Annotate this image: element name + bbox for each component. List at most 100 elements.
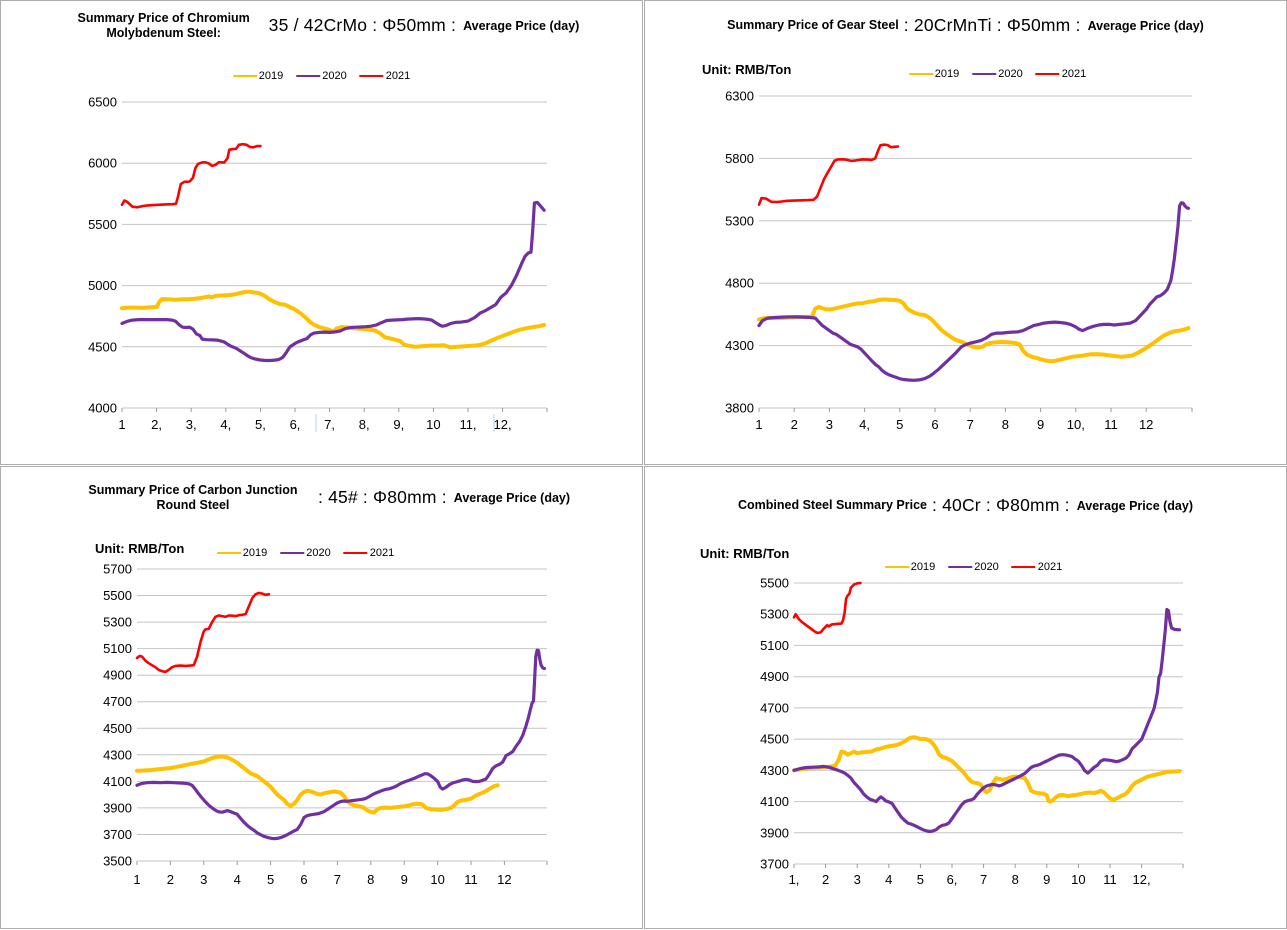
x-tick-label: 1 [118, 417, 125, 432]
x-tick-label: 11 [1103, 872, 1117, 887]
y-tick-label: 6000 [88, 156, 117, 171]
y-tick-label: 4500 [760, 732, 789, 747]
x-tick-label: 6, [290, 417, 301, 432]
x-tick-label: 12, [494, 417, 512, 432]
legend-item-2019: 2019 [216, 547, 268, 559]
unit-label: Unit: RMB/Ton [702, 62, 792, 77]
legend-item-2021: 2021 [343, 547, 395, 559]
y-tick-label: 5300 [725, 213, 754, 228]
x-tick-label: 8 [367, 872, 374, 887]
legend-item-2020: 2020 [948, 561, 999, 573]
y-tick-label: 4900 [760, 669, 789, 684]
chart-title-product: : 20CrMnTi : Φ50mm : [903, 15, 1081, 35]
legend-label: 2021 [1061, 68, 1087, 80]
y-tick-label: 3500 [103, 854, 132, 869]
legend-item-2019: 2019 [908, 68, 960, 80]
legend-item-2020: 2020 [280, 547, 331, 559]
x-tick-label: 7 [980, 872, 987, 887]
unit-label: Unit: RMB/Ton [95, 541, 185, 556]
y-tick-label: 4500 [103, 721, 132, 736]
x-tick-label: 8 [1002, 417, 1009, 432]
y-tick-label: 5500 [760, 576, 789, 591]
y-tick-label: 4700 [103, 694, 132, 709]
plot-area-combined-steel: 5500 5300 5100 4900 4700 4500 4300 4100 3900 3700… [760, 576, 1184, 887]
x-tick-label: 11 [464, 872, 478, 887]
y-tick-label: 5700 [103, 562, 132, 577]
x-tick-label: 9 [1043, 872, 1050, 887]
legend-swatch-2019 [884, 566, 909, 568]
legend-item-2021: 2021 [1011, 561, 1063, 573]
legend-item-2019: 2019 [884, 561, 936, 573]
legend-swatch-2019 [216, 552, 241, 554]
legend-label: 2021 [1037, 561, 1063, 573]
y-tick-label: 4300 [760, 763, 789, 778]
x-tick-label: 5, [255, 417, 266, 432]
series-line-2021 [792, 581, 862, 635]
y-tick-label: 5000 [88, 278, 117, 293]
y-tick-label: 3800 [725, 401, 754, 416]
y-tick-label: 4500 [88, 339, 117, 354]
x-tick-label: 12 [497, 872, 511, 887]
x-tick-label: 2 [167, 872, 174, 887]
series-line-2019 [135, 754, 500, 815]
legend-swatch-2020 [948, 566, 973, 568]
x-tick-label: 1 [133, 872, 140, 887]
y-tick-label: 5100 [760, 638, 789, 653]
legend-label: 2019 [934, 68, 960, 80]
chart-title-product: : 45# : Φ80mm : [317, 487, 447, 508]
x-tick-label: 11 [1104, 417, 1118, 432]
x-tick-label: 4 [885, 872, 892, 887]
series-line-2019 [757, 297, 1191, 364]
chart-title-suffix: Average Price (day) [453, 490, 571, 505]
x-tick-label: 3 [200, 872, 207, 887]
series-line-2020 [135, 648, 547, 841]
x-tick-label: 11, [459, 417, 476, 432]
chart-panel-chromium-molybdenum: Summary Price of Chromium Molybdenum Ste… [0, 0, 643, 465]
legend-swatch-2020 [296, 75, 321, 77]
chart-title-suffix: Average Price (day) [1076, 498, 1193, 513]
y-tick-label: 6500 [88, 95, 117, 110]
x-tick-label: 9, [393, 417, 404, 432]
series-line-2019 [120, 289, 547, 350]
series-line-2020 [757, 201, 1191, 382]
y-tick-label: 5100 [103, 641, 132, 656]
legend-label: 2020 [322, 70, 347, 82]
legend-label: 2019 [910, 561, 936, 573]
chart-title-prefix: Summary Price of Gear Steel [727, 18, 899, 33]
legend-label: 2020 [998, 68, 1023, 80]
chart-title: Combined Steel Summary Price : 40Cr : Φ8… [645, 495, 1286, 516]
legend: 2019 2020 2021 [216, 547, 395, 559]
chart-title-suffix: Average Price (day) [463, 18, 580, 33]
y-tick-label: 5500 [88, 217, 117, 232]
plot-area-carbon-round-steel: 5700 5500 5300 5100 4900 4700 4500 4300 4100 3900… [103, 562, 548, 887]
y-tick-label: 4000 [88, 401, 117, 416]
x-tick-label: 4 [234, 872, 241, 887]
x-tick-label: 5 [917, 872, 924, 887]
y-tick-label: 4300 [103, 747, 132, 762]
legend-label: 2019 [242, 547, 268, 559]
x-tick-label: 7 [967, 417, 974, 432]
y-tick-label: 3700 [103, 827, 132, 842]
legend-swatch-2019 [232, 75, 257, 77]
series-line-2021 [757, 143, 900, 206]
legend-swatch-2021 [359, 75, 384, 77]
x-tick-label: 4, [220, 417, 231, 432]
series-line-2021 [135, 591, 271, 674]
x-tick-label: 10 [426, 417, 440, 432]
legend-item-2021: 2021 [1035, 68, 1087, 80]
chart-title-prefix: Summary Price of Carbon Junction Round S… [88, 483, 298, 512]
x-tick-label: 1, [789, 872, 800, 887]
legend-item-2020: 2020 [296, 70, 347, 82]
chart-title-prefix: Summary Price of Chromium Molybdenum Ste… [77, 11, 250, 40]
x-tick-label: 8, [359, 417, 370, 432]
legend-swatch-2021 [1035, 73, 1060, 75]
x-tick-label: 7 [334, 872, 341, 887]
series-line-2021 [120, 142, 262, 209]
legend-label: 2021 [385, 70, 411, 82]
y-tick-label: 4100 [103, 774, 132, 789]
legend-label: 2019 [258, 70, 284, 82]
legend-label: 2021 [369, 547, 395, 559]
legend: 2019 2020 2021 [232, 70, 411, 82]
legend-swatch-2019 [908, 73, 933, 75]
